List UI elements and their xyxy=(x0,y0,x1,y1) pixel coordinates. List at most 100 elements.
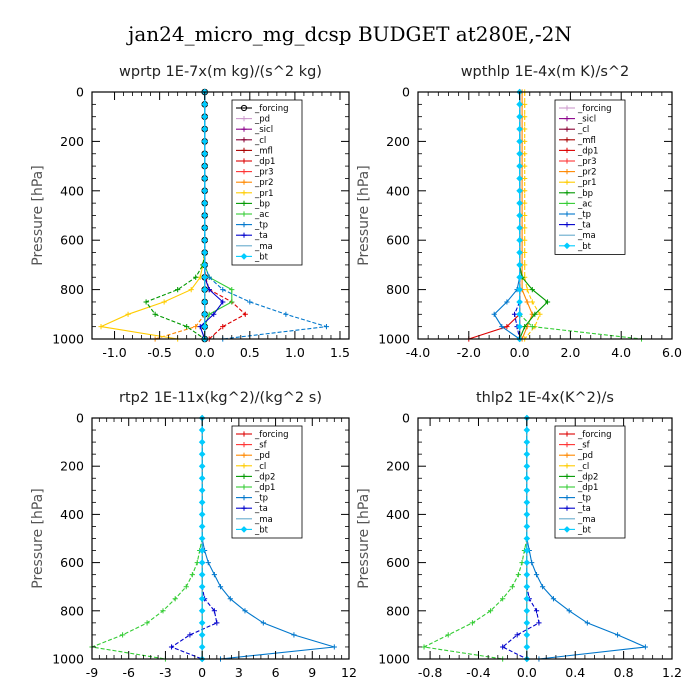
legend-marker xyxy=(241,169,247,175)
data-point xyxy=(323,324,330,330)
legend-label: _ta xyxy=(254,504,268,514)
legend-label: _pd xyxy=(577,451,593,461)
data-point xyxy=(523,511,531,518)
data-point xyxy=(516,175,523,182)
series-line-dp1 xyxy=(422,418,528,660)
y-tick-label: 0 xyxy=(76,85,84,100)
data-point xyxy=(529,287,535,293)
data-point xyxy=(201,187,209,195)
data-point xyxy=(522,175,528,182)
data-point xyxy=(143,299,149,305)
series-line-bp xyxy=(145,92,206,340)
x-tick-label: 0 xyxy=(198,665,206,680)
legend-marker xyxy=(564,200,570,206)
legend-label: _pr2 xyxy=(577,168,597,178)
y-tick-label: 800 xyxy=(60,603,84,618)
x-tick-label: 6 xyxy=(272,665,280,680)
legend-label: _cl xyxy=(577,125,589,135)
chart-panel-3: rtp2 1E-11x(kg^2)/(kg^2 s) Pressure [hPa]… xyxy=(30,390,357,680)
legend: _forcing_sicl_cl_mfl_dp1_pr3_pr2_pr1_bp_… xyxy=(554,99,626,255)
data-point xyxy=(201,236,209,244)
x-tick-label: -0.8 xyxy=(418,665,442,680)
data-point xyxy=(522,138,528,144)
legend-label: _forcing xyxy=(254,104,289,114)
data-point xyxy=(523,474,531,482)
y-tick-label: 1000 xyxy=(378,652,410,667)
data-point xyxy=(522,225,528,231)
data-point xyxy=(524,299,530,305)
legend-label: _bp xyxy=(577,189,593,199)
data-point xyxy=(331,644,337,650)
data-point xyxy=(522,163,528,169)
data-point xyxy=(198,499,206,506)
legend-marker xyxy=(241,431,247,437)
legend-marker xyxy=(564,147,570,153)
legend-marker xyxy=(564,442,570,448)
y-tick-label: 800 xyxy=(386,282,410,297)
data-point xyxy=(516,249,523,256)
legend-label: _bp xyxy=(254,199,270,209)
plot-frame xyxy=(91,417,350,660)
x-tick-label: 0.0 xyxy=(510,345,530,360)
data-point xyxy=(523,631,531,639)
data-point xyxy=(198,426,206,434)
data-point xyxy=(523,619,531,627)
data-point xyxy=(201,286,209,293)
legend: _forcing_sf_pd_cl_dp2_dp1_tp_ta_ma_bt xyxy=(554,425,626,539)
x-tick-label: -0.5 xyxy=(147,345,171,360)
series-group xyxy=(466,88,645,343)
data-point xyxy=(522,249,528,256)
x-tick-label: 12 xyxy=(341,665,357,680)
data-point xyxy=(161,299,167,305)
legend-marker xyxy=(241,147,247,153)
series-line-pr1 xyxy=(99,92,206,340)
legend-label: _tp xyxy=(577,494,591,504)
data-point xyxy=(119,632,126,638)
legend-marker xyxy=(241,126,247,132)
data-point xyxy=(189,572,195,578)
legend-marker xyxy=(564,452,570,458)
panel-title: wprtp 1E-7x(m kg)/(s^2 kg) xyxy=(119,64,322,80)
legend-marker xyxy=(241,495,247,501)
data-point xyxy=(523,499,531,506)
data-point xyxy=(522,114,528,120)
series-line-ac xyxy=(204,92,233,339)
legend-marker xyxy=(564,169,570,175)
data-point xyxy=(260,620,266,626)
legend-label: _pr3 xyxy=(254,168,274,178)
y-tick-label: 200 xyxy=(386,459,410,474)
legend-marker xyxy=(564,222,570,228)
x-tick-label: 0.5 xyxy=(240,345,260,360)
legend-label: _tp xyxy=(577,210,591,220)
data-point xyxy=(516,113,523,121)
data-point xyxy=(504,324,510,330)
data-point xyxy=(201,249,209,256)
legend-marker xyxy=(241,473,247,479)
legend-label: _pd xyxy=(254,115,270,125)
y-tick-label: 200 xyxy=(386,134,410,149)
data-point xyxy=(516,310,523,318)
legend-label: _dp1 xyxy=(254,157,275,167)
legend: _forcing_sf_pd_cl_dp2_dp1_tp_ta_ma_bt xyxy=(231,425,303,539)
legend-marker xyxy=(564,116,570,122)
x-tick-label: 1.2 xyxy=(662,665,682,680)
legend-label: _sf xyxy=(254,441,268,451)
legend-marker xyxy=(241,158,247,164)
data-point xyxy=(523,426,531,434)
legend-label: _bt xyxy=(577,242,592,252)
legend-label: _dp1 xyxy=(577,483,598,493)
data-point xyxy=(522,324,528,330)
data-point xyxy=(201,212,209,219)
y-tick-label: 600 xyxy=(386,233,410,248)
data-point xyxy=(533,608,540,614)
data-point xyxy=(536,620,542,626)
data-point xyxy=(421,644,427,650)
data-point xyxy=(522,237,528,243)
data-point xyxy=(198,474,206,482)
y-tick-label: 1000 xyxy=(378,332,410,347)
data-point xyxy=(487,608,494,614)
x-tick-label: 0.0 xyxy=(195,345,215,360)
data-point xyxy=(445,632,451,638)
data-point xyxy=(509,584,515,590)
